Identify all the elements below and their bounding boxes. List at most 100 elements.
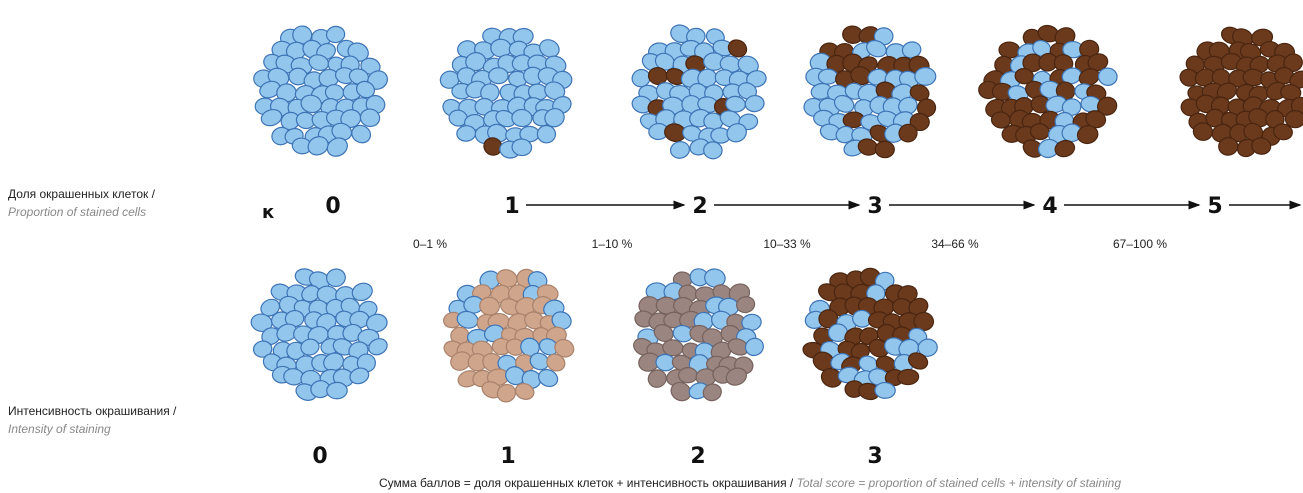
cell (744, 337, 764, 357)
cell (307, 136, 329, 156)
score: 4 (1042, 194, 1057, 219)
cell (326, 381, 348, 400)
cell (998, 41, 1021, 59)
cell (365, 313, 388, 333)
row-label: Интенсивность окрашивания / (8, 404, 177, 418)
cell (252, 340, 273, 358)
caption: Сумма баллов = доля окрашенных клеток + … (379, 476, 1121, 490)
score: 2 (690, 444, 705, 469)
cell (538, 369, 559, 388)
cell (1216, 82, 1237, 101)
cell (746, 70, 767, 88)
score: 2 (692, 194, 707, 219)
cell-cluster (1179, 26, 1303, 158)
cell (1283, 53, 1303, 73)
cell (744, 94, 765, 113)
marker: к (262, 202, 274, 223)
cell-cluster (978, 24, 1118, 159)
cell (546, 353, 566, 372)
cell (677, 367, 698, 384)
score: 5 (1207, 194, 1222, 219)
cell (704, 268, 726, 288)
caption-ru: Сумма баллов = доля окрашенных клеток + … (379, 476, 794, 490)
cell (351, 282, 373, 302)
cell (511, 138, 533, 157)
cell (1087, 53, 1109, 72)
cell (544, 108, 565, 128)
cell (874, 381, 896, 399)
range-label: 1–10 % (592, 237, 633, 251)
caption-en: Total score = proportion of stained cell… (797, 476, 1122, 490)
cell (907, 352, 929, 370)
cell (536, 124, 557, 144)
cell (725, 367, 747, 386)
cell-cluster (250, 268, 388, 401)
cell-cluster (631, 24, 767, 160)
cell (833, 94, 855, 113)
cell (368, 338, 388, 356)
cell (914, 66, 937, 86)
score: 0 (325, 194, 340, 219)
range-label: 67–100 % (1113, 237, 1167, 251)
cell (511, 108, 533, 128)
cell (653, 324, 674, 343)
cell (1273, 123, 1293, 141)
cell (349, 367, 370, 385)
cell (909, 84, 930, 102)
range-label: 0–1 % (413, 237, 447, 251)
cell (539, 39, 560, 58)
score: 1 (500, 444, 515, 469)
row-label-en: Proportion of stained cells (8, 205, 146, 219)
cell (514, 382, 535, 400)
score: 3 (867, 194, 882, 219)
cell (917, 338, 938, 357)
cell (456, 125, 477, 142)
cell (897, 368, 920, 386)
cell (737, 82, 758, 100)
cell (359, 108, 381, 128)
cell (496, 383, 517, 403)
cell (1096, 96, 1118, 116)
cell-cluster (802, 267, 938, 401)
cell (727, 39, 748, 58)
row-label-en: Intensity of staining (8, 422, 111, 436)
cell (703, 141, 723, 160)
range-label: 10–33 % (763, 237, 811, 251)
score: 3 (867, 444, 882, 469)
cell (1097, 67, 1118, 86)
cell (544, 81, 566, 101)
cell (1076, 125, 1099, 145)
cell (874, 140, 895, 159)
cell (326, 137, 348, 157)
cell (1054, 139, 1076, 158)
cell (300, 338, 320, 356)
cell (465, 52, 487, 72)
cell (898, 123, 918, 143)
cell (342, 323, 363, 342)
cell (351, 124, 372, 144)
cell (1284, 110, 1303, 129)
cell (647, 369, 667, 388)
range-label: 34–66 % (931, 237, 979, 251)
cell (1251, 137, 1272, 155)
cell (820, 368, 843, 388)
cell (323, 352, 345, 372)
cell (916, 98, 937, 118)
cell-cluster (633, 268, 764, 402)
cell (259, 80, 281, 99)
cell (909, 112, 930, 132)
cell (726, 123, 747, 143)
cell (360, 57, 381, 75)
score: 1 (504, 194, 519, 219)
cell (480, 83, 500, 103)
cell (741, 313, 762, 332)
cell-cluster (803, 25, 937, 159)
cell (817, 68, 839, 85)
cell (250, 313, 273, 333)
cell (326, 268, 346, 288)
score: 0 (312, 444, 327, 469)
cell (868, 338, 889, 358)
cell (736, 296, 756, 314)
